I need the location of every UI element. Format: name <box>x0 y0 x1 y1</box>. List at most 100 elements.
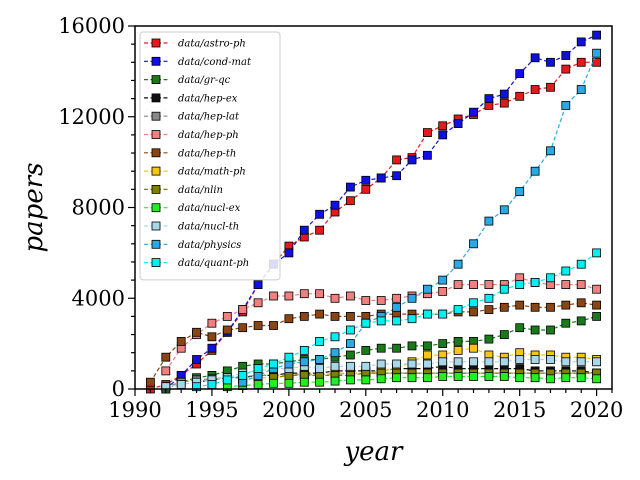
data-point <box>576 57 586 67</box>
data-point <box>469 280 478 290</box>
data-point <box>207 380 217 389</box>
data-point <box>453 345 463 355</box>
data-point <box>392 293 402 303</box>
data-point <box>576 316 586 326</box>
legend-marker <box>151 258 161 268</box>
data-point <box>345 350 355 360</box>
data-point <box>499 98 509 108</box>
legend-items: data/astro-ph data/cond-mat data/gr-qc data… <box>144 39 252 269</box>
data-point <box>207 332 217 342</box>
x-tick-label: 2010 <box>416 398 469 422</box>
data-point <box>530 325 540 335</box>
data-point <box>484 357 494 367</box>
data-point <box>299 357 309 367</box>
data-point <box>330 311 340 321</box>
legend-item: data/nlin <box>144 185 223 196</box>
data-point <box>222 325 232 335</box>
data-point <box>407 373 417 383</box>
data-point <box>561 101 571 110</box>
data-point <box>469 298 478 308</box>
data-point <box>161 352 171 362</box>
legend-item: data/quant-ph <box>144 258 249 269</box>
legend-item: data/nucl-th <box>144 222 239 233</box>
legend-marker <box>151 111 161 121</box>
data-point <box>269 359 278 369</box>
data-point <box>161 366 171 376</box>
data-point <box>253 321 263 330</box>
y-tick-label: 16000 <box>58 14 125 38</box>
data-point <box>315 289 325 299</box>
data-point <box>469 107 478 117</box>
series-line <box>242 52 598 383</box>
data-point <box>253 364 263 374</box>
legend-box <box>139 31 281 281</box>
data-point <box>407 341 417 351</box>
data-point <box>222 375 232 385</box>
data-point <box>438 309 448 319</box>
data-point <box>192 355 201 364</box>
legend-marker <box>151 148 161 158</box>
data-point <box>315 209 325 219</box>
legend-marker <box>151 56 161 66</box>
data-point <box>315 225 325 235</box>
data-point <box>361 296 371 305</box>
data-point <box>238 305 248 315</box>
legend-marker <box>151 166 161 176</box>
data-point <box>484 305 494 315</box>
legend-marker <box>151 184 161 194</box>
data-point <box>561 373 571 383</box>
data-point <box>515 187 525 197</box>
data-point <box>546 57 555 67</box>
data-point <box>376 359 386 369</box>
legend-label: data/astro-ph <box>178 39 246 50</box>
data-point <box>253 298 263 308</box>
data-point <box>438 339 448 349</box>
data-point <box>469 343 478 353</box>
data-point <box>407 155 417 165</box>
legend-label: data/hep-ex <box>178 93 238 104</box>
data-point <box>376 374 386 384</box>
data-point <box>546 146 555 156</box>
data-point <box>453 305 463 315</box>
data-point <box>407 314 417 324</box>
data-point <box>546 355 555 364</box>
data-point <box>515 373 525 383</box>
data-point <box>330 348 340 358</box>
data-point <box>284 291 294 301</box>
data-point <box>392 373 402 383</box>
legend-marker <box>151 93 161 103</box>
data-point <box>592 30 601 40</box>
legend-marker <box>151 75 161 84</box>
data-point <box>269 291 278 301</box>
data-point <box>392 316 402 326</box>
data-point <box>530 53 540 63</box>
data-point <box>345 182 355 192</box>
data-point <box>484 280 494 290</box>
legend-label: data/hep-lat <box>178 112 240 123</box>
data-point <box>561 64 571 74</box>
data-point <box>422 150 432 160</box>
data-point <box>453 357 463 367</box>
data-point <box>438 275 448 285</box>
data-point <box>499 205 509 215</box>
data-point <box>499 357 509 367</box>
x-tick-label: 2020 <box>570 398 623 422</box>
data-point <box>546 302 555 312</box>
data-point <box>376 343 386 353</box>
data-point <box>407 293 417 303</box>
data-point <box>176 380 186 389</box>
data-point <box>438 372 448 381</box>
data-point <box>238 370 248 380</box>
plot-series <box>145 30 601 394</box>
data-point <box>361 375 371 385</box>
data-point <box>376 173 386 183</box>
data-point <box>330 200 340 210</box>
data-point <box>284 352 294 362</box>
data-point <box>345 325 355 335</box>
data-point <box>269 321 278 330</box>
data-point <box>484 293 494 303</box>
data-point <box>515 91 525 101</box>
data-point <box>530 85 540 94</box>
data-point <box>253 380 263 389</box>
y-tick-label: 8000 <box>72 196 125 220</box>
